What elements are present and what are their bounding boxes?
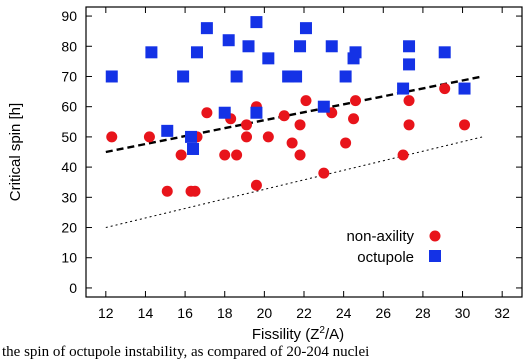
legend-marker-octupole <box>429 250 441 262</box>
point-octupole <box>458 82 471 95</box>
x-axis-title-tail: /A) <box>325 326 344 343</box>
point-octupole <box>230 70 243 83</box>
y-tick-label: 50 <box>61 129 77 145</box>
point-non-axility <box>348 113 360 125</box>
trend-line-dashed <box>105 75 483 154</box>
x-tick-label: 18 <box>217 305 233 321</box>
y-tick-label: 80 <box>61 38 77 54</box>
y-tick-label: 60 <box>61 99 77 115</box>
point-non-axility <box>262 131 274 143</box>
point-octupole <box>218 106 231 119</box>
point-octupole <box>325 40 338 53</box>
point-non-axility <box>143 131 155 143</box>
point-octupole <box>187 142 200 155</box>
point-non-axility <box>175 149 187 161</box>
point-octupole <box>403 40 416 53</box>
point-non-axility <box>286 137 298 149</box>
point-octupole <box>349 46 362 59</box>
y-tick-label: 30 <box>61 189 77 205</box>
point-octupole <box>190 46 203 59</box>
point-non-axility <box>459 119 471 131</box>
y-tick-label: 70 <box>61 68 77 84</box>
point-octupole <box>290 70 303 83</box>
y-tick-label: 0 <box>69 280 77 296</box>
point-non-axility <box>278 110 290 122</box>
legend-marker-non-axility <box>429 230 441 242</box>
point-non-axility <box>403 95 415 107</box>
point-non-axility <box>397 149 409 161</box>
point-non-axility <box>300 95 312 107</box>
point-non-axility <box>439 83 451 95</box>
point-octupole <box>299 22 312 35</box>
point-non-axility <box>350 95 362 107</box>
y-tick-label: 40 <box>61 159 77 175</box>
point-octupole <box>294 40 307 53</box>
y-tick-label: 10 <box>61 250 77 266</box>
point-octupole <box>222 34 235 47</box>
x-axis-title-sup: 2 <box>319 325 325 336</box>
point-octupole <box>161 124 174 137</box>
point-octupole <box>185 130 198 143</box>
point-octupole <box>145 46 158 59</box>
x-tick-label: 12 <box>98 305 114 321</box>
point-non-axility <box>294 119 306 131</box>
point-octupole <box>403 58 416 71</box>
point-non-axility <box>340 137 352 149</box>
point-non-axility <box>106 131 118 143</box>
x-tick-label: 28 <box>415 305 431 321</box>
y-tick-label: 20 <box>61 220 77 236</box>
point-non-axility <box>241 131 253 143</box>
point-non-axility <box>231 149 243 161</box>
x-tick-label: 16 <box>177 305 193 321</box>
x-tick-label: 22 <box>296 305 312 321</box>
legend: non-axility octupole <box>346 228 441 266</box>
point-non-axility <box>161 185 173 197</box>
x-tick-label: 26 <box>375 305 391 321</box>
x-tick-label: 20 <box>257 305 273 321</box>
point-octupole <box>105 70 118 83</box>
x-tick-label: 30 <box>455 305 471 321</box>
tick-labels: 12 14 16 18 20 22 24 26 28 30 32 0 10 20 30 40 50 60 70 80 9… <box>61 8 510 321</box>
point-octupole <box>397 82 410 95</box>
y-axis-title: Critical spin [h] <box>7 103 24 201</box>
y-tick-label: 90 <box>61 8 77 24</box>
point-non-axility <box>403 119 415 131</box>
x-axis-title: Fissility (Z2/A) <box>252 325 344 343</box>
scatter-chart: 12 14 16 18 20 22 24 26 28 30 32 0 10 20 30 40 50 60 70 80 9… <box>7 6 523 343</box>
trend-line-dotted <box>105 136 483 229</box>
point-octupole <box>250 106 263 119</box>
x-tick-label: 24 <box>336 305 352 321</box>
data-points <box>105 16 471 197</box>
legend-label-non-axility: non-axility <box>346 228 414 245</box>
point-non-axility <box>241 119 253 131</box>
point-octupole <box>339 70 352 83</box>
point-octupole <box>250 16 263 29</box>
point-non-axility <box>250 179 262 191</box>
figure-caption: the spin of octupole instability, as com… <box>2 344 370 360</box>
trend-lines <box>105 75 483 229</box>
x-tick-label: 32 <box>494 305 510 321</box>
point-non-axility <box>294 149 306 161</box>
point-non-axility <box>318 167 330 179</box>
point-octupole <box>262 52 275 65</box>
point-octupole <box>438 46 451 59</box>
x-tick-label: 14 <box>138 305 154 321</box>
legend-label-octupole: octupole <box>357 249 414 266</box>
point-non-axility <box>201 107 213 119</box>
point-octupole <box>200 22 213 35</box>
point-octupole <box>177 70 190 83</box>
point-octupole <box>242 40 255 53</box>
point-octupole <box>317 100 330 113</box>
x-axis-title-main: Fissility (Z <box>252 326 320 343</box>
point-non-axility <box>219 149 231 161</box>
point-non-axility <box>189 185 201 197</box>
axis-ticks <box>86 7 522 297</box>
